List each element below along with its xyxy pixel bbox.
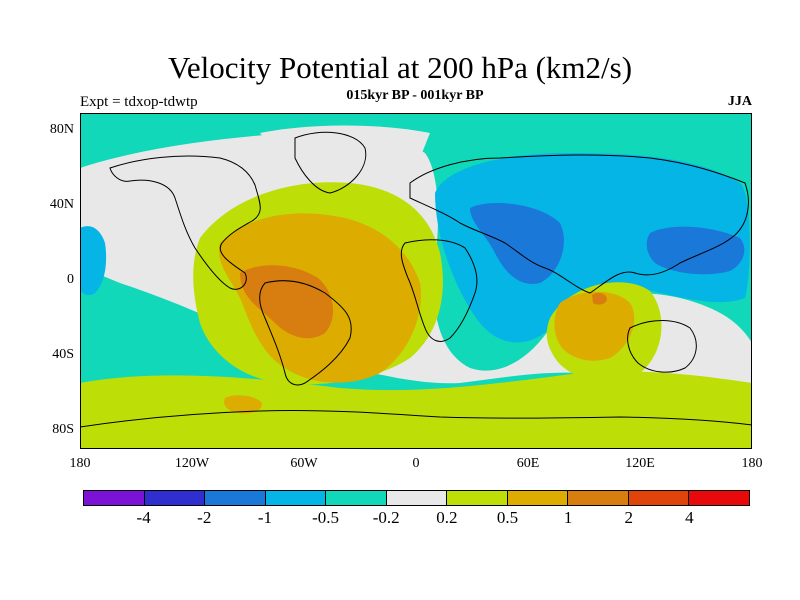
colorbar-swatch xyxy=(689,491,750,505)
positive-region-southern xyxy=(80,371,752,449)
positive-region-indonesia-high xyxy=(592,292,607,305)
lat-label-40n: 40N xyxy=(49,197,74,212)
lon-label-60e: 60E xyxy=(516,456,540,471)
velocity-potential-map xyxy=(80,113,752,449)
colorbar-swatch xyxy=(144,491,206,505)
lat-label-40s: 40S xyxy=(52,347,74,362)
coastline-eurasia xyxy=(409,154,749,294)
colorbar-swatch xyxy=(447,491,508,505)
colorbar-tick-label: 4 xyxy=(685,508,694,527)
lat-label-80n: 80N xyxy=(49,122,74,137)
colorbar-tick-label: -4 xyxy=(136,508,151,527)
near-zero-strip-top xyxy=(260,125,430,158)
colorbar-swatch xyxy=(205,491,266,505)
positive-region-indian-mid xyxy=(554,291,635,361)
lon-label-180e: 180 xyxy=(741,456,763,471)
positive-region-south-pacific xyxy=(224,395,263,414)
lon-label-60w: 60W xyxy=(290,456,318,471)
negative-region-west-pacific xyxy=(80,226,107,296)
lon-label-120w: 120W xyxy=(174,456,210,471)
colorbar-tick-label: -0.5 xyxy=(312,508,339,527)
colorbar-tick-label: 1 xyxy=(563,508,573,527)
lat-label-80s: 80S xyxy=(52,422,74,437)
colorbar-tick-label: 2 xyxy=(624,508,633,527)
colorbar-swatch xyxy=(84,491,145,505)
coastline-south-america xyxy=(259,280,352,386)
colorbar-tick-label: -2 xyxy=(197,508,212,527)
coastline-africa xyxy=(400,239,478,342)
colorbar-tick-label: -0.2 xyxy=(372,508,400,527)
colorbar-swatch xyxy=(265,491,327,505)
colorbar-tick-label: 0.2 xyxy=(436,508,458,527)
coastlines xyxy=(80,131,752,428)
coastline-antarctica xyxy=(80,409,752,428)
colorbar-swatch xyxy=(507,491,569,505)
positive-region-amazon-high xyxy=(240,265,334,339)
lon-label-0: 0 xyxy=(412,456,420,471)
colorbar-swatch xyxy=(628,491,690,505)
negative-region-pacific xyxy=(646,226,745,275)
colorbar-tick-label: -1 xyxy=(257,508,272,527)
experiment-label: Expt = tdxop-tdwtp xyxy=(80,94,198,110)
lat-label-0: 0 xyxy=(67,272,74,287)
negative-region-mid-eurasia xyxy=(470,203,564,284)
chart-title: Velocity Potential at 200 hPa (km2/s) xyxy=(167,50,633,85)
map-frame xyxy=(80,113,752,449)
chart-subtitle: 015kyr BP - 001kyr BP xyxy=(346,88,484,103)
coastline-australia xyxy=(627,320,697,373)
colorbar xyxy=(83,490,750,506)
colorbar-swatch xyxy=(326,491,387,505)
colorbar-swatch xyxy=(386,491,448,505)
coastline-greenland xyxy=(294,131,367,194)
season-label: JJA xyxy=(727,94,752,109)
colorbar-swatch xyxy=(568,491,629,505)
lon-label-180w: 180 xyxy=(69,456,91,471)
coastline-north-america xyxy=(109,155,261,290)
negative-region-eurasia xyxy=(435,153,750,343)
colorbar-tick-label: 0.5 xyxy=(496,508,519,527)
lon-label-120e: 120E xyxy=(625,456,655,471)
